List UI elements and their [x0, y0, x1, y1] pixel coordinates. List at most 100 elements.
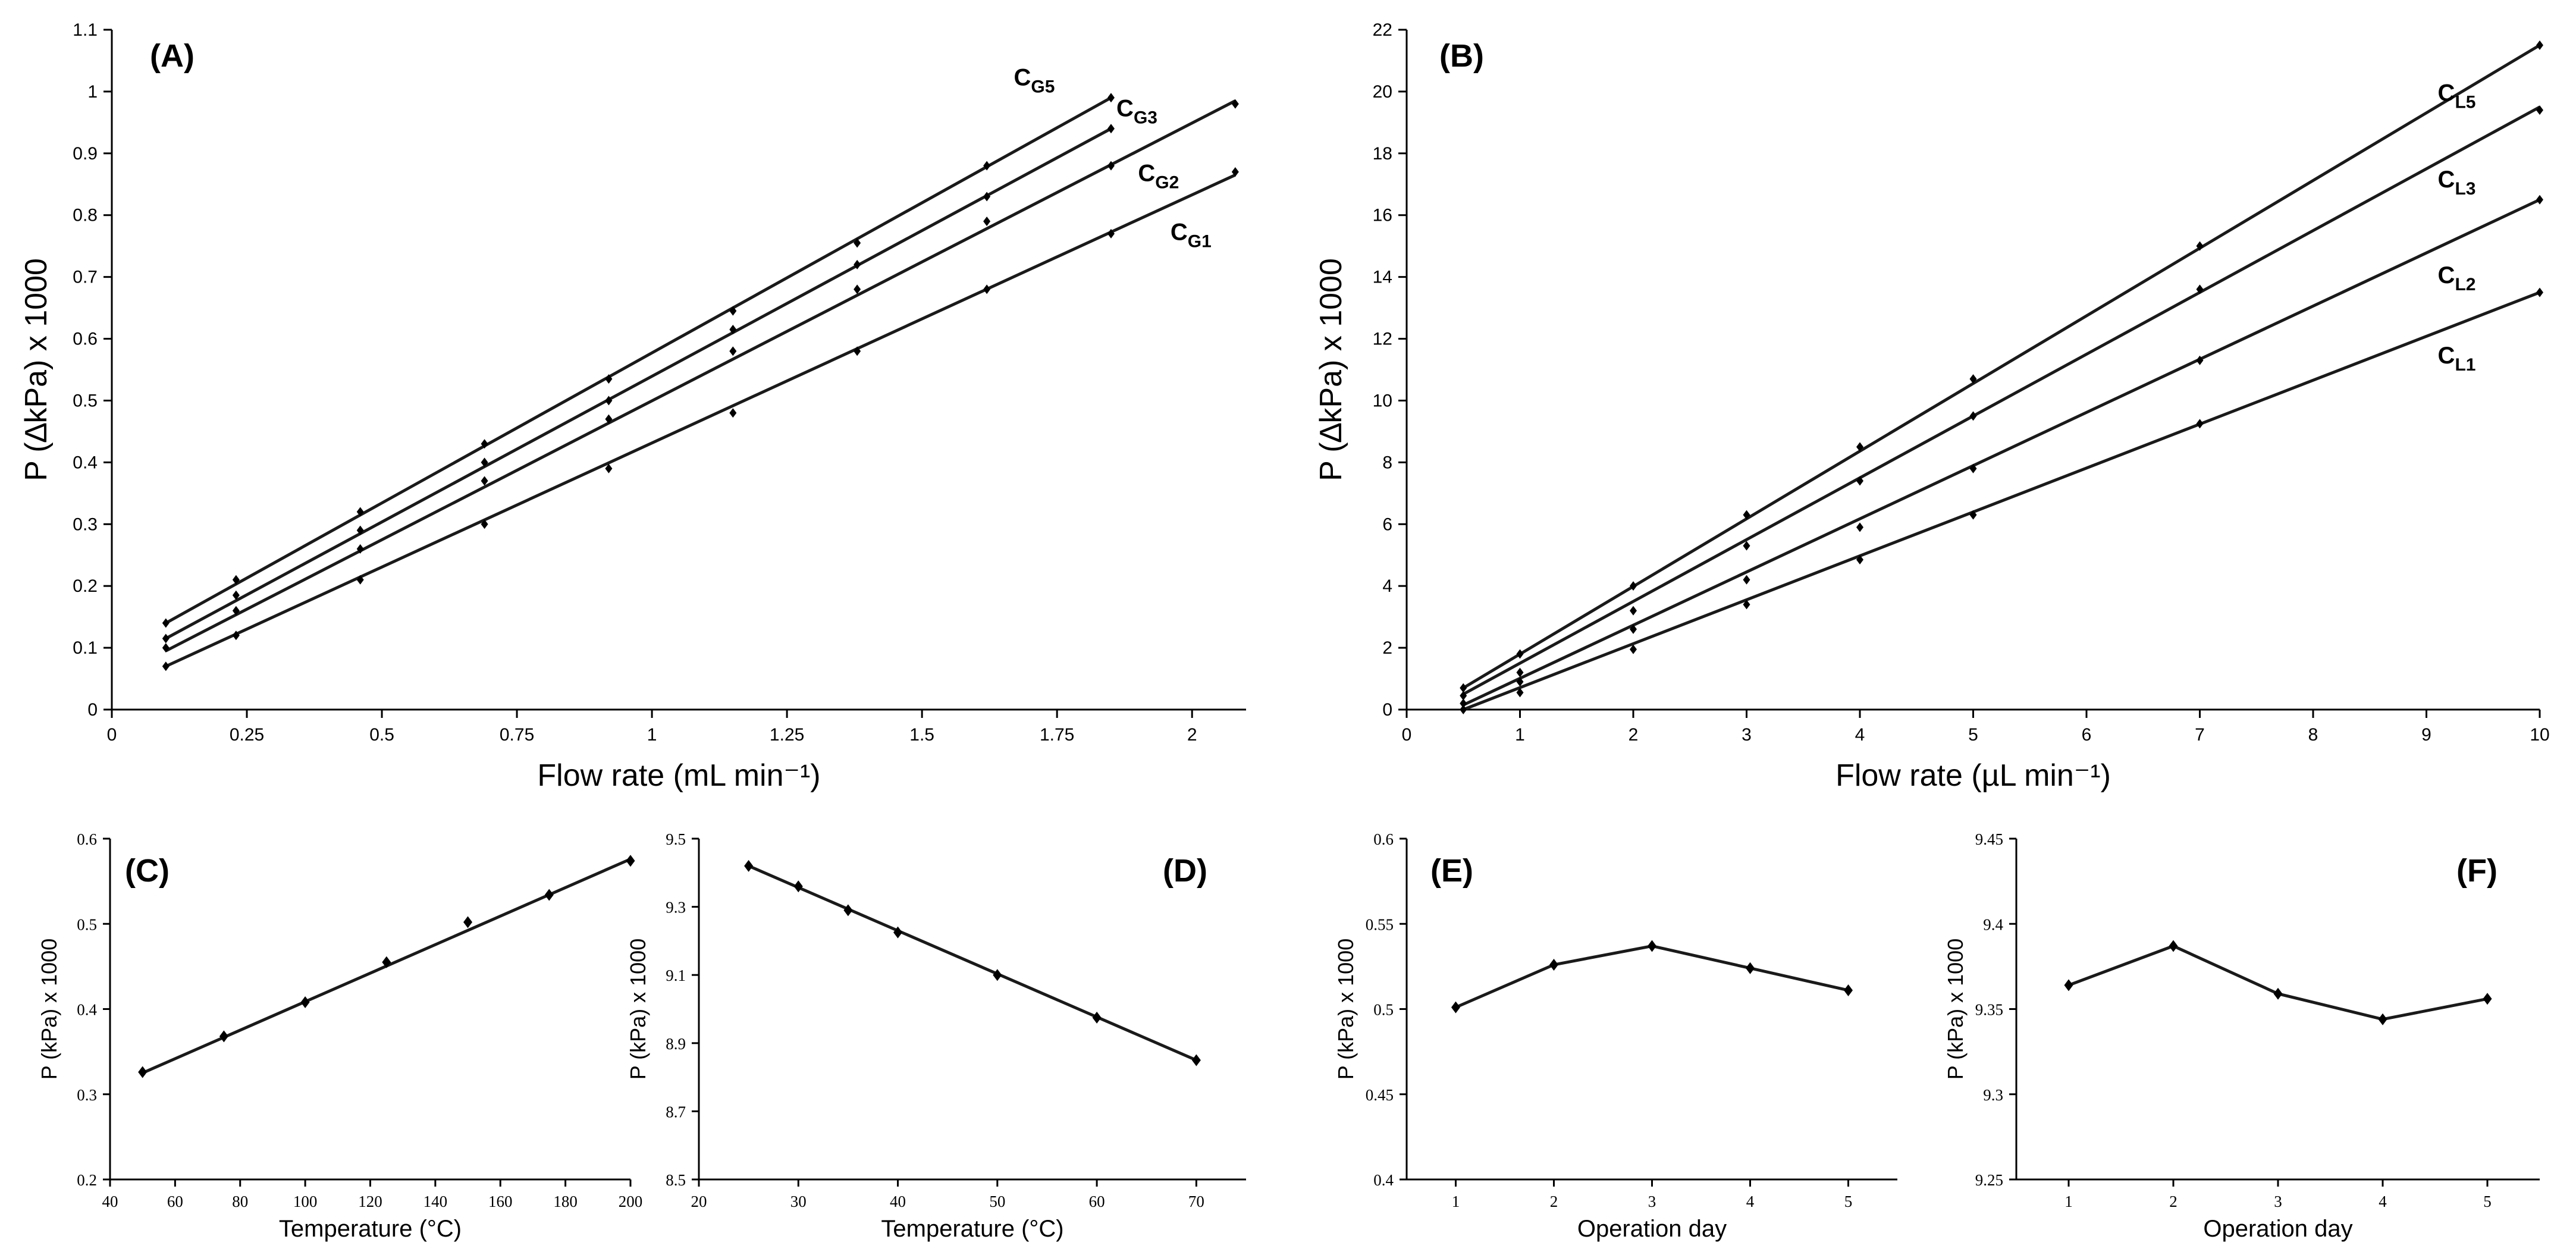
data-point — [1107, 124, 1115, 134]
y-tick-label: 0.5 — [77, 915, 97, 933]
y-tick-label: 9.25 — [1975, 1171, 2003, 1189]
x-tick-label: 2 — [1550, 1193, 1558, 1210]
y-tick-label: 9.35 — [1975, 1001, 2003, 1019]
panel-label: (E) — [1430, 853, 1473, 889]
x-tick-label: 120 — [358, 1193, 382, 1210]
data-point — [729, 306, 737, 316]
data-point — [2196, 241, 2204, 251]
x-axis-title: Temperature (°C) — [881, 1216, 1063, 1242]
series-label-main: C — [1116, 95, 1134, 121]
x-tick-label: 20 — [691, 1193, 707, 1210]
x-tick-label: 4 — [1746, 1193, 1755, 1210]
series-label-sub: G2 — [1155, 173, 1179, 193]
x-tick-label: 1 — [1452, 1193, 1460, 1210]
y-tick-label: 8 — [1382, 453, 1392, 472]
data-point — [2536, 287, 2543, 297]
data-point — [1460, 698, 1467, 708]
x-tick-label: 3 — [2274, 1193, 2282, 1210]
y-tick-label: 0.55 — [1366, 915, 1394, 933]
x-tick-label: 3 — [1648, 1193, 1656, 1210]
y-axis-title: P (∆kPa) x 1000 — [19, 258, 54, 481]
x-tick-label: 4 — [1855, 725, 1865, 745]
x-tick-label: 8 — [2308, 725, 2318, 745]
x-tick-label: 100 — [293, 1193, 318, 1210]
data-point — [854, 238, 861, 248]
data-point — [356, 544, 364, 554]
data-point — [1648, 940, 1656, 952]
series-cg5: CG5 — [162, 65, 1115, 628]
data-point — [162, 633, 170, 644]
data-point — [1969, 463, 1977, 473]
data-point — [2536, 105, 2543, 115]
x-tick-label: 0.5 — [369, 725, 394, 745]
panel-label: (D) — [1163, 853, 1207, 889]
x-tick-label: 70 — [1188, 1193, 1204, 1210]
x-tick-label: 6 — [2082, 725, 2092, 745]
data-point — [232, 590, 240, 600]
y-tick-label: 0 — [1382, 700, 1392, 720]
x-tick-label: 80 — [232, 1193, 248, 1210]
series-f — [2064, 940, 2492, 1025]
series-label-sub: L2 — [2455, 275, 2475, 294]
data-point — [793, 880, 803, 893]
fit-line — [165, 99, 1236, 652]
data-point — [2196, 284, 2204, 294]
data-point — [1743, 575, 1750, 585]
y-tick-label: 12 — [1373, 330, 1392, 349]
series-label-main: C — [2438, 167, 2455, 193]
y-tick-label: 8.5 — [666, 1171, 686, 1189]
x-tick-label: 7 — [2195, 725, 2205, 745]
x-tick-label: 2 — [2169, 1193, 2177, 1210]
data-point — [605, 374, 613, 384]
data-point — [1092, 1011, 1102, 1024]
data-point — [1743, 600, 1750, 610]
x-tick-label: 9 — [2421, 725, 2431, 745]
data-point — [1516, 649, 1524, 659]
series-label-main: C — [2438, 80, 2455, 106]
y-tick-label: 9.5 — [666, 830, 686, 848]
panel-label: (F) — [2456, 853, 2497, 889]
y-tick-label: 0.2 — [73, 576, 98, 596]
data-point — [1630, 644, 1637, 654]
data-point — [232, 605, 240, 616]
x-tick-label: 160 — [488, 1193, 513, 1210]
series-label: CG5 — [1014, 65, 1055, 97]
y-tick-label: 0.45 — [1366, 1086, 1394, 1104]
data-point — [1969, 411, 1977, 421]
series-cg3: CG3 — [162, 95, 1157, 644]
y-axis-title: P (kPa) x 1000 — [1943, 939, 1968, 1080]
series-label: CL2 — [2438, 262, 2476, 294]
data-point — [605, 414, 613, 424]
data-point — [481, 476, 488, 486]
x-tick-label: 5 — [1844, 1193, 1853, 1210]
data-point — [1231, 99, 1239, 109]
series-e — [1451, 940, 1853, 1014]
series-label-main: C — [1171, 219, 1188, 245]
data-point — [854, 259, 861, 269]
data-point — [1630, 605, 1637, 616]
data-point — [1107, 228, 1115, 239]
data-point — [1969, 510, 1977, 520]
data-point — [138, 1066, 148, 1078]
x-tick-label: 5 — [1968, 725, 1978, 745]
y-tick-label: 9.1 — [666, 967, 686, 984]
panel-label: (C) — [125, 853, 170, 889]
series-label-main: C — [1138, 161, 1155, 187]
panel-e: 0.4 0.45 0.5 0.55 0.6 1 2 3 4 5 Operation day P (kP… — [1334, 830, 1897, 1242]
series-c — [138, 855, 635, 1078]
y-tick-label: 9.4 — [1983, 915, 2003, 933]
data-point — [1856, 555, 1863, 565]
series-line — [2068, 944, 2488, 1021]
series-label: CG2 — [1138, 161, 1179, 193]
x-tick-label: 1.25 — [770, 725, 804, 745]
y-tick-label: 0.6 — [73, 330, 98, 349]
series-label: CL3 — [2438, 167, 2476, 199]
x-tick-label: 0 — [1402, 725, 1412, 745]
fit-line — [1463, 105, 2541, 696]
x-axis-title: Flow rate (µL min⁻¹) — [1835, 758, 2111, 793]
x-axis-title: Flow rate (mL min⁻¹) — [537, 758, 820, 793]
y-tick-label: 0.6 — [1373, 830, 1394, 848]
x-tick-label: 1.75 — [1040, 725, 1074, 745]
y-tick-label: 1 — [87, 82, 98, 102]
series-label-sub: L5 — [2455, 92, 2475, 112]
